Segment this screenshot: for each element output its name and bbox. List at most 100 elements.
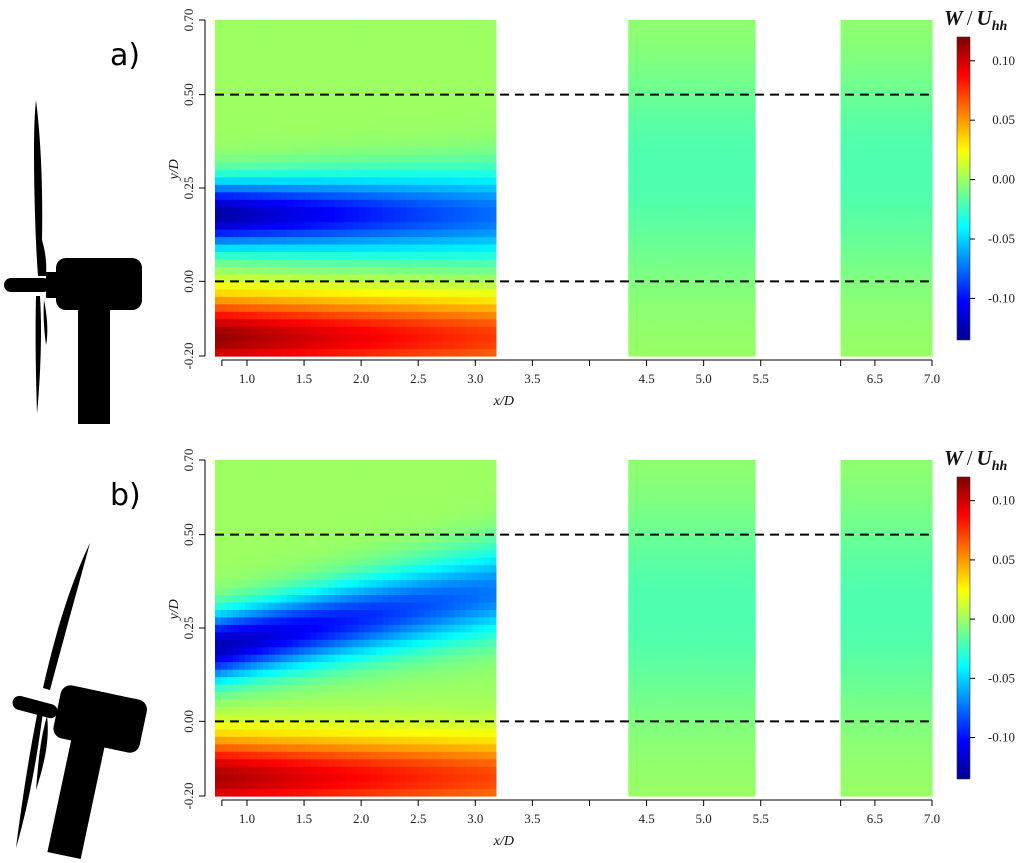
heatmap-cell — [334, 721, 342, 730]
heatmap-cell — [358, 64, 365, 73]
heatmap-cell — [280, 214, 288, 223]
heatmap-cell — [244, 728, 252, 737]
heatmap-cell — [226, 601, 234, 610]
heatmap-cell — [628, 214, 635, 223]
heatmap-cell — [286, 698, 294, 707]
heatmap-cell — [646, 318, 654, 327]
heatmap-cell — [244, 72, 252, 81]
heatmap-cell — [256, 244, 264, 253]
heatmap-cell — [664, 139, 672, 148]
heatmap-cell — [310, 251, 318, 260]
heatmap-cell — [646, 154, 654, 163]
heatmap-cell — [736, 333, 744, 342]
heatmap-cell — [215, 34, 222, 43]
heatmap-cell — [250, 57, 258, 66]
heatmap-cell — [215, 64, 222, 73]
heatmap-cell — [448, 34, 455, 43]
heatmap-cell — [340, 497, 348, 506]
heatmap-cell — [310, 572, 318, 581]
heatmap-cell — [483, 109, 491, 118]
heatmap-cell — [471, 42, 479, 51]
heatmap-cell — [718, 87, 726, 96]
heatmap-cell — [244, 109, 252, 118]
heatmap-cell — [340, 42, 348, 51]
heatmap-cell — [238, 199, 246, 208]
heatmap-cell — [706, 184, 714, 193]
heatmap-cell — [682, 199, 690, 208]
heatmap-cell — [364, 519, 371, 528]
heatmap-cell — [382, 326, 389, 335]
heatmap-cell — [694, 296, 702, 305]
heatmap-cell — [394, 303, 401, 312]
heatmap-cell — [215, 758, 222, 767]
heatmap-cell — [448, 87, 455, 96]
heatmap-cell — [736, 109, 744, 118]
heatmap-cell — [412, 94, 419, 103]
heatmap-cell — [460, 79, 467, 88]
heatmap-cell — [358, 266, 365, 275]
heatmap-cell — [382, 333, 389, 342]
heatmap-cell — [919, 161, 927, 170]
heatmap-cell — [919, 20, 927, 29]
heatmap-cell — [370, 721, 377, 730]
heatmap-cell — [682, 326, 690, 335]
heatmap-cell — [652, 214, 660, 223]
heatmap-cell — [268, 489, 276, 498]
heatmap-cell — [901, 57, 909, 66]
heatmap-cell — [448, 64, 455, 73]
heatmap-cell — [304, 788, 312, 797]
heatmap-cell — [646, 79, 654, 88]
heatmap-cell — [298, 728, 306, 737]
heatmap-cell — [724, 251, 732, 260]
heatmap-cell — [262, 281, 270, 290]
heatmap-cell — [442, 20, 449, 29]
heatmap-cell — [442, 169, 449, 178]
heatmap-cell — [858, 161, 866, 170]
heatmap-cell — [215, 244, 222, 253]
heatmap-cell — [901, 87, 909, 96]
heatmap-cell — [406, 258, 413, 267]
heatmap-cell — [352, 542, 360, 551]
heatmap-cell — [634, 87, 641, 96]
heatmap-cell — [483, 132, 491, 141]
heatmap-cell — [250, 139, 258, 148]
colorbar-tick-label: 0.10 — [992, 53, 1015, 68]
heatmap-cell — [340, 146, 348, 155]
heatmap-cell — [394, 214, 401, 223]
heatmap-cell — [280, 527, 288, 536]
heatmap-cell — [226, 527, 234, 536]
heatmap-cell — [460, 161, 467, 170]
heatmap-cell — [304, 221, 312, 230]
heatmap-cell — [430, 184, 437, 193]
heatmap-cell — [268, 296, 276, 305]
heatmap-cell — [460, 184, 467, 193]
heatmap-cell — [460, 244, 467, 253]
heatmap-cell — [736, 288, 744, 297]
heatmap-cell — [376, 236, 383, 245]
heatmap-cell — [256, 214, 264, 223]
heatmap-cell — [418, 176, 425, 185]
heatmap-cell — [907, 341, 915, 350]
heatmap-cell — [895, 311, 903, 320]
heatmap-cell — [310, 691, 318, 700]
heatmap-cell — [334, 273, 342, 282]
heatmap-cell — [346, 341, 354, 350]
heatmap-cell — [652, 296, 660, 305]
heatmap-cell — [913, 146, 921, 155]
heatmap-cell — [883, 266, 890, 275]
heatmap-cell — [382, 221, 389, 230]
heatmap-cell — [846, 169, 854, 178]
heatmap-cell — [640, 132, 647, 141]
heatmap-cell — [280, 146, 288, 155]
heatmap-cell — [215, 542, 222, 551]
heatmap-cell — [352, 781, 360, 790]
heatmap-cell — [256, 146, 264, 155]
heatmap-cell — [322, 594, 330, 603]
heatmap-cell — [304, 214, 312, 223]
heatmap-cell — [646, 169, 654, 178]
heatmap-cell — [676, 311, 684, 320]
heatmap-cell — [706, 72, 714, 81]
heatmap-cell — [316, 34, 324, 43]
heatmap-cell — [238, 311, 246, 320]
heatmap-cell — [316, 616, 324, 625]
